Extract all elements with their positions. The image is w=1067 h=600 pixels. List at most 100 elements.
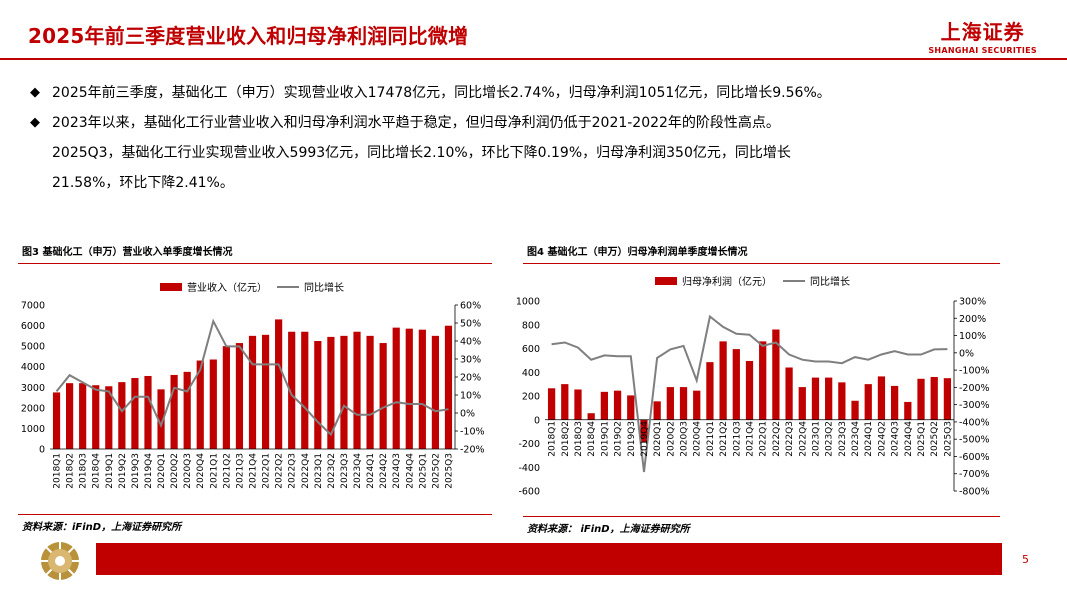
x-tick-label: 2021Q3 bbox=[235, 453, 245, 489]
y-right-tick-label: 300% bbox=[959, 297, 986, 308]
y-right-tick-label: 0% bbox=[959, 348, 974, 359]
bar bbox=[719, 341, 727, 420]
bar bbox=[587, 413, 595, 420]
legend-bar-swatch bbox=[160, 283, 182, 291]
y-right-tick-label: -100% bbox=[959, 366, 990, 377]
bullet-list: ◆ 2025年前三季度，基础化工（申万）实现营业收入17478亿元，同比增长2.… bbox=[30, 78, 1030, 198]
bar bbox=[653, 401, 661, 420]
x-tick-label: 2022Q4 bbox=[798, 421, 808, 457]
x-tick-label: 2018Q1 bbox=[53, 453, 63, 489]
x-tick-label: 2024Q1 bbox=[864, 421, 874, 457]
bar bbox=[864, 384, 872, 420]
bar bbox=[930, 377, 938, 420]
figure-4-bottom-rule bbox=[523, 516, 1000, 517]
bar bbox=[183, 371, 191, 449]
bar bbox=[235, 343, 244, 449]
x-tick-label: 2018Q1 bbox=[548, 421, 558, 457]
bar bbox=[825, 377, 833, 420]
bar bbox=[547, 388, 556, 420]
x-tick-label: 2025Q3 bbox=[943, 421, 953, 457]
bar bbox=[444, 325, 453, 449]
bar bbox=[157, 389, 165, 449]
bar bbox=[431, 335, 439, 449]
x-tick-label: 2024Q4 bbox=[405, 453, 415, 489]
x-tick-label: 2023Q4 bbox=[851, 421, 861, 457]
bar bbox=[261, 334, 270, 449]
bar bbox=[79, 383, 87, 449]
y-right-tick-label: -700% bbox=[959, 469, 990, 480]
bar bbox=[759, 341, 767, 420]
figure-4-title: 图4 基础化工（申万）归母净利润单季度增长情况 bbox=[527, 247, 748, 258]
y-left-tick-label: 7000 bbox=[21, 301, 45, 312]
figure-3-title: 图3 基础化工（申万）营业收入单季度增长情况 bbox=[22, 247, 233, 258]
x-tick-label: 2018Q3 bbox=[574, 421, 584, 457]
x-tick-label: 2024Q4 bbox=[904, 421, 914, 457]
bar bbox=[209, 359, 217, 449]
x-tick-label: 2021Q1 bbox=[209, 453, 219, 489]
x-tick-label: 2020Q1 bbox=[157, 453, 167, 489]
page-number: 5 bbox=[1022, 553, 1029, 566]
x-tick-label: 2025Q2 bbox=[930, 421, 940, 457]
bar bbox=[327, 336, 335, 449]
bullet-text: 2023年以来，基础化工行业营业收入和归母净利润水平趋于稳定，但归母净利润仍低于… bbox=[52, 115, 780, 131]
figure-3-source: 资料来源：iFinD，上海证券研究所 bbox=[22, 522, 182, 533]
bar bbox=[405, 328, 413, 449]
bar bbox=[353, 331, 361, 449]
legend-bar-label: 营业收入（亿元） bbox=[187, 281, 267, 294]
x-tick-label: 2022Q2 bbox=[275, 453, 285, 489]
x-tick-label: 2021Q2 bbox=[719, 421, 729, 457]
bar bbox=[891, 385, 899, 420]
bar bbox=[838, 382, 846, 420]
diamond-bullet-icon: ◆ bbox=[30, 85, 40, 100]
y-left-tick-label: -200 bbox=[518, 439, 540, 450]
x-tick-label: 2020Q3 bbox=[183, 453, 193, 489]
bar bbox=[118, 382, 126, 449]
bar bbox=[772, 329, 780, 420]
y-left-tick-label: 400 bbox=[522, 368, 540, 379]
x-tick-label: 2025Q1 bbox=[418, 453, 428, 489]
bar bbox=[732, 349, 740, 420]
y-left-tick-label: -400 bbox=[518, 463, 540, 474]
y-left-tick-label: 1000 bbox=[21, 424, 45, 435]
chart-legend: 归母净利润（亿元） 同比增长 bbox=[655, 275, 850, 288]
bar bbox=[418, 329, 426, 449]
yoy-growth-line bbox=[55, 318, 449, 437]
brand-name-en: SHANGHAI SECURITIES bbox=[928, 46, 1037, 55]
x-tick-label: 2020Q4 bbox=[196, 453, 206, 489]
x-tick-label: 2022Q2 bbox=[772, 421, 782, 457]
x-tick-label: 2022Q3 bbox=[785, 421, 795, 457]
y-left-tick-label: 800 bbox=[522, 320, 540, 331]
y-right-tick-label: 0% bbox=[460, 409, 475, 420]
bar bbox=[52, 392, 61, 449]
company-emblem-icon bbox=[41, 542, 79, 580]
bar bbox=[627, 395, 635, 420]
x-tick-label: 2022Q4 bbox=[301, 453, 311, 489]
bar bbox=[811, 377, 820, 420]
y-right-tick-label: 20% bbox=[460, 373, 481, 384]
y-left-tick-label: 0 bbox=[534, 415, 540, 426]
x-tick-label: 2023Q3 bbox=[340, 453, 350, 489]
bar bbox=[640, 419, 648, 443]
y-left-tick-label: 2000 bbox=[21, 403, 45, 414]
x-tick-label: 2022Q1 bbox=[262, 453, 272, 489]
y-left-tick-label: -600 bbox=[518, 487, 540, 498]
bar bbox=[366, 335, 374, 449]
y-right-tick-label: -10% bbox=[460, 427, 485, 438]
bullet-continuation: 2025Q3，基础化工行业实现营业收入5993亿元，同比增长2.10%，环比下降… bbox=[52, 145, 791, 161]
x-tick-label: 2025Q3 bbox=[444, 453, 454, 489]
bar bbox=[745, 360, 754, 420]
x-tick-label: 2020Q2 bbox=[170, 453, 180, 489]
x-tick-label: 2025Q2 bbox=[431, 453, 441, 489]
x-tick-label: 2025Q1 bbox=[917, 421, 927, 457]
y-left-tick-label: 3000 bbox=[21, 383, 45, 394]
slide-title: 2025年前三季度营业收入和归母净利润同比微增 bbox=[28, 24, 469, 48]
x-tick-label: 2023Q2 bbox=[327, 453, 337, 489]
title-divider bbox=[0, 58, 1067, 60]
x-tick-label: 2019Q4 bbox=[640, 421, 650, 457]
revenue-chart: 营业收入（亿元） 同比增长 0 1000 2000 3000 4000 5000 6000 700… bbox=[21, 281, 485, 489]
legend-line-label: 同比增长 bbox=[810, 275, 850, 288]
bar bbox=[693, 390, 701, 420]
bar bbox=[798, 387, 806, 420]
x-tick-label: 2019Q3 bbox=[131, 453, 141, 489]
figure-3-top-rule bbox=[18, 263, 492, 264]
